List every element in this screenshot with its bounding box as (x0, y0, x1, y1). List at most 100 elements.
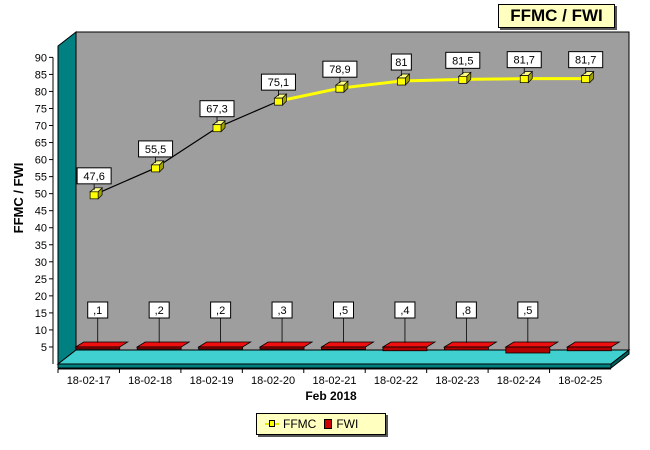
y-tick-label: 60 (35, 155, 47, 167)
y-tick-label: 45 (35, 206, 47, 218)
fwi-bar-front (443, 346, 489, 351)
ffmc-marker (396, 77, 406, 86)
y-tick-label: 25 (35, 274, 47, 286)
fwi-bar-front (382, 346, 428, 352)
fwi-bar-top (565, 341, 621, 348)
fwi-data-label: ,4 (400, 305, 409, 317)
ffmc-marker (335, 84, 345, 93)
ffmc-point: 55,5 (138, 140, 174, 173)
ffmc-line-segment (93, 167, 156, 196)
fwi-bar-top (135, 341, 191, 348)
legend: FFMC FWI (256, 413, 386, 435)
fwi-bar (565, 341, 621, 352)
fwi-bar-front (198, 346, 244, 350)
fwi-bar-front (75, 346, 121, 350)
ffmc-point: 78,9 (322, 60, 358, 94)
fwi-data-label: ,1 (93, 305, 102, 317)
y-tick-label: 5 (41, 342, 47, 354)
y-tick-label: 35 (35, 240, 47, 252)
fwi-bar-top (442, 341, 498, 348)
back-wall (75, 31, 630, 351)
ffmc-label-box (199, 100, 235, 118)
fwi-data-label: ,5 (523, 305, 532, 317)
ffmc-data-label: 81,5 (452, 55, 473, 67)
x-tick-label: 18-02-24 (497, 375, 541, 387)
fwi-label-box (271, 301, 293, 319)
floor-edge (57, 363, 612, 369)
y-tick-label: 90 (35, 52, 47, 64)
ffmc-marker (581, 75, 591, 83)
fwi-bar-front (259, 346, 305, 350)
y-tick-label: 30 (35, 257, 47, 269)
chart-title: FFMC / FWI (498, 4, 615, 28)
ffmc-line-segment (278, 86, 341, 103)
x-tick-label: 18-02-17 (67, 375, 111, 387)
ffmc-marker (212, 124, 222, 133)
ffmc-label-box (138, 140, 174, 158)
fwi-bar-front (321, 346, 366, 350)
fwi-label-box (148, 301, 170, 319)
x-tick-label: 18-02-18 (128, 375, 172, 387)
x-axis: 18-02-17 18-02-18 18-02-19 18-02-20 18-02-21… (57, 368, 611, 387)
ffmc-label-box (76, 167, 112, 185)
y-tick-label: 80 (35, 86, 47, 98)
fwi-bar-front (505, 346, 551, 354)
ffmc-line-segment (401, 77, 463, 83)
ffmc-line-segment (462, 77, 525, 81)
legend-item-ffmc: FFMC (265, 417, 316, 431)
fwi-bar-top (320, 341, 375, 348)
ffmc-data-label: 67,3 (206, 104, 227, 116)
fwi-bar-top (258, 341, 314, 348)
fwi-bar: ,4 (381, 301, 437, 352)
fwi-label-box (455, 301, 477, 319)
fwi-data-label: ,8 (462, 305, 471, 317)
fwi-label-box (333, 301, 354, 319)
legend-label-fwi: FWI (336, 417, 359, 431)
fwi-data-label: ,3 (277, 305, 286, 317)
y-tick-label: 75 (35, 103, 47, 115)
left-wall (57, 30, 77, 366)
fwi-bar: ,1 (74, 301, 130, 350)
fwi-label-box (87, 301, 109, 319)
ffmc-point: 81,7 (568, 51, 604, 84)
fwi-bar-front (566, 346, 612, 352)
y-tick-label: 10 (35, 325, 47, 337)
y-tick-label: 85 (35, 69, 47, 81)
ffmc-data-label: 55,5 (145, 144, 166, 156)
y-tick-label: 55 (35, 172, 47, 184)
x-tick-label: 18-02-22 (374, 375, 418, 387)
ffmc-line-segment (216, 100, 279, 129)
ffmc-series: 47,6 55,5 67,3 75,1 78,9 81 81,5 81,7 81,7 (76, 51, 604, 200)
ffmc-label-box (568, 51, 604, 69)
ffmc-label-box (322, 60, 358, 78)
ffmc-point: 81 (390, 53, 412, 86)
fwi-data-label: ,2 (155, 305, 164, 317)
fwi-bar: ,2 (197, 301, 253, 350)
legend-swatch-fwi (324, 419, 333, 429)
y-tick-label: 40 (35, 223, 47, 235)
ffmc-data-label: 75,1 (268, 77, 289, 89)
fwi-bar-front (136, 346, 182, 350)
ffmc-data-label: 78,9 (329, 64, 350, 76)
plot-area-3d-frame (56, 30, 631, 370)
ffmc-label-box (506, 51, 542, 69)
fwi-bar-top (504, 341, 560, 348)
ffmc-marker (458, 75, 468, 84)
ffmc-line-segment (155, 127, 218, 169)
ffmc-point: 81,7 (506, 51, 542, 84)
fwi-bar-top (381, 341, 437, 348)
x-tick-label: 18-02-20 (251, 375, 295, 387)
y-tick-label: 50 (35, 189, 47, 201)
ffmc-point: 67,3 (199, 100, 235, 133)
x-tick-label: 18-02-21 (312, 375, 356, 387)
x-tick-label: 18-02-19 (190, 375, 234, 387)
y-tick-label: 20 (35, 291, 47, 303)
fwi-bar-top (74, 341, 130, 348)
fwi-bar: ,5 (504, 301, 560, 354)
fwi-label-box (517, 301, 539, 319)
floor-side (610, 348, 630, 370)
fwi-bar: ,5 (320, 301, 375, 350)
x-tick-label: 18-02-23 (435, 375, 479, 387)
ffmc-marker (274, 97, 283, 106)
